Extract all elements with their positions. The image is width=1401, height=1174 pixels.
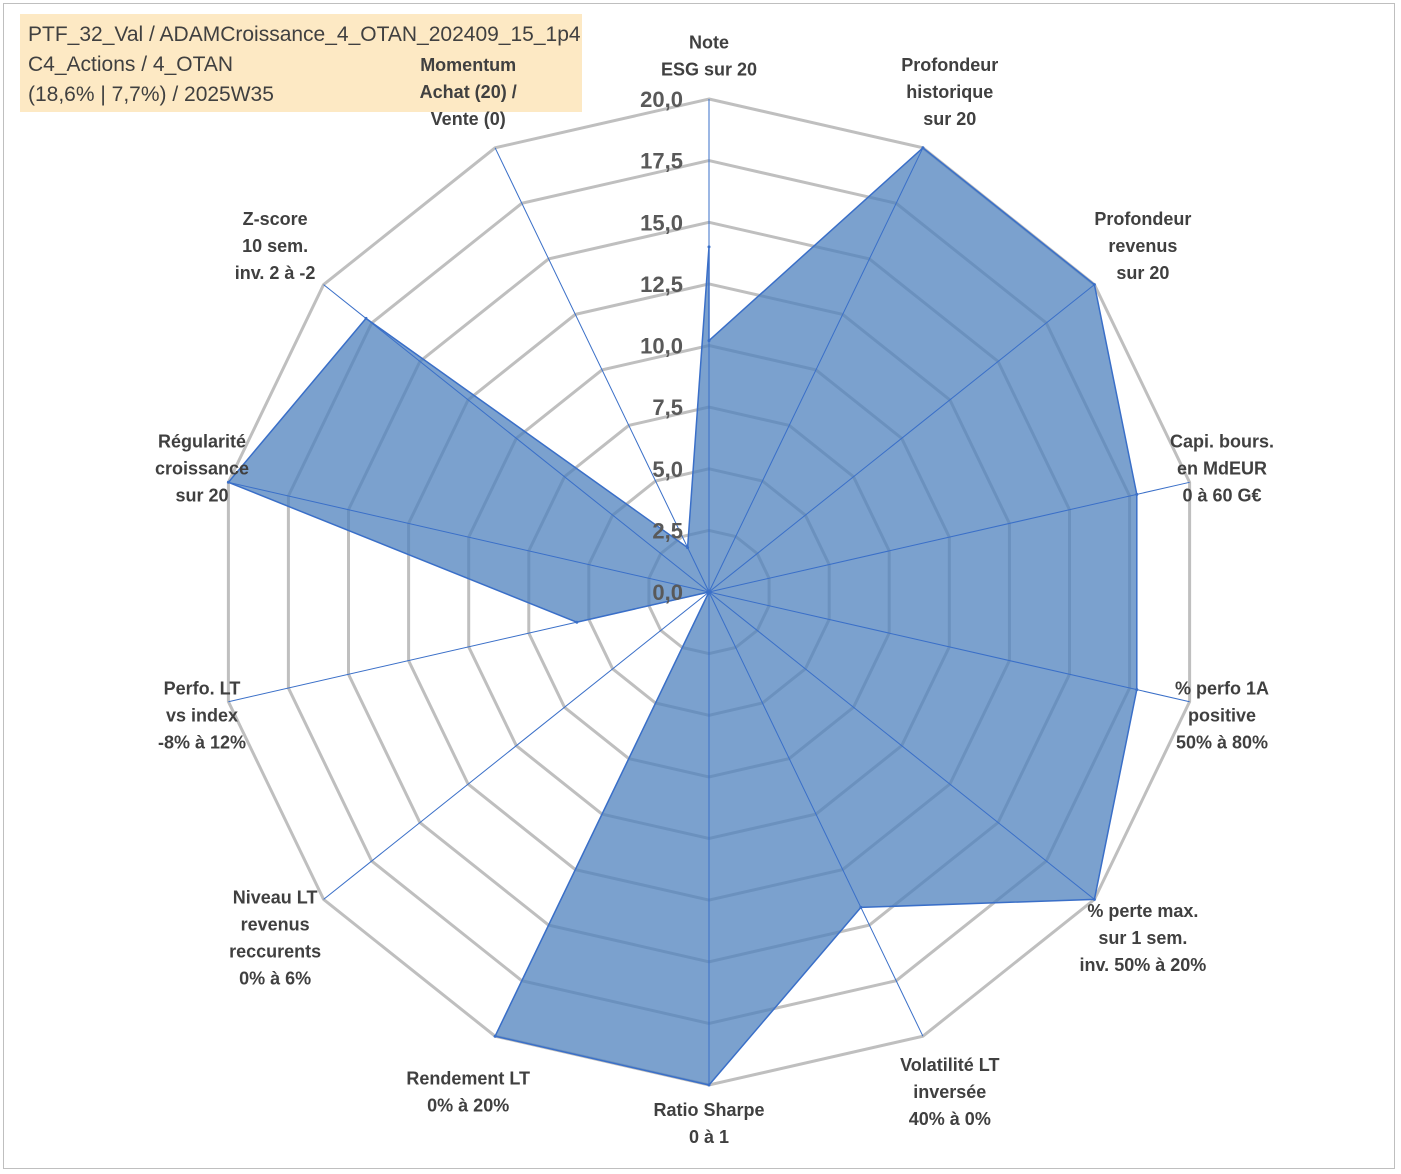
axis-label-6-line-1: inversée	[913, 1082, 986, 1102]
axis-label-4-line-0: % perfo 1A	[1175, 679, 1269, 699]
tick-label-5: 12,5	[640, 272, 683, 297]
series-area-0	[227, 146, 1138, 1086]
axis-label-12-line-1: 10 sem.	[242, 236, 308, 256]
axis-label-3-line-2: 0 à 60 G€	[1182, 486, 1261, 506]
axis-label-4-line-1: positive	[1188, 706, 1256, 726]
axis-label-1-line-2: sur 20	[923, 109, 976, 129]
axis-label-0-line-1: ESG sur 20	[661, 60, 757, 80]
axis-label-10-line-1: vs index	[166, 706, 238, 726]
axis-label-11-line-0: Régularité	[158, 432, 246, 452]
tick-label-7: 17,5	[640, 149, 683, 174]
axis-label-7: Ratio Sharpe 0 à 1	[653, 1100, 764, 1147]
portfolio-info-box: PTF_32_Val / ADAMCroissance_4_OTAN_20240…	[20, 14, 582, 112]
spoke-6	[708, 591, 924, 1037]
axis-label-12-line-0: Z-score	[243, 209, 308, 229]
axis-label-0: Note ESG sur 20	[661, 33, 757, 80]
axis-label-9: Niveau LT revenus reccurents 0% à 6%	[229, 888, 321, 989]
axis-label-12: Z-score 10 sem. inv. 2 à -2	[235, 209, 316, 283]
tick-label-3: 7,5	[652, 395, 683, 420]
portfolio-name: PTF_32_Val / ADAMCroissance_4_OTAN_20240…	[28, 23, 581, 46]
tick-label-0: 0,0	[652, 580, 683, 605]
axis-label-2-line-1: revenus	[1108, 236, 1177, 256]
axis-label-11-line-1: croissance	[155, 459, 249, 479]
axis-label-0-line-0: Note	[689, 33, 729, 53]
axis-label-6-line-2: 40% à 0%	[909, 1109, 991, 1129]
asset-class: C4_Actions / 4_OTAN	[28, 53, 234, 76]
axis-label-3-line-0: Capi. bours.	[1170, 432, 1274, 452]
radar-spokes	[228, 99, 1190, 1085]
spoke-10	[228, 591, 710, 703]
axis-label-13-line-1: Achat (20) /	[420, 82, 517, 102]
axis-label-7-line-1: 0 à 1	[689, 1127, 729, 1147]
axis-label-4-line-2: 50% à 80%	[1176, 733, 1268, 753]
radar-axis-labels: Note ESG sur 20 Profondeur historique sur 20…	[155, 33, 1274, 1148]
axis-label-6: Volatilité LT inversée 40% à 0%	[900, 1055, 999, 1129]
chart-frame	[3, 3, 1395, 1169]
axis-label-10: Perfo. LT vs index -8% à 12%	[158, 679, 246, 753]
performance-week: (18,6% | 7,7%) / 2025W35	[28, 83, 274, 106]
axis-label-9-line-1: revenus	[241, 915, 310, 935]
axis-label-9-line-0: Niveau LT	[233, 888, 318, 908]
axis-label-1-line-0: Profondeur	[901, 55, 998, 75]
tick-label-1: 2,5	[652, 518, 683, 543]
axis-label-11: Régularité croissance sur 20	[155, 432, 249, 506]
axis-label-1: Profondeur historique sur 20	[901, 55, 998, 129]
spoke-5	[708, 591, 1095, 900]
axis-label-8: Rendement LT 0% à 20%	[406, 1069, 530, 1116]
radar-tick-labels: 0,0 2,5 5,0 7,5 10,0 12,5 15,0 17,5 20,0	[640, 87, 683, 605]
axis-label-10-line-0: Perfo. LT	[164, 679, 241, 699]
spoke-13	[494, 147, 710, 593]
axis-label-11-line-2: sur 20	[175, 486, 228, 506]
spoke-8	[494, 591, 710, 1037]
spoke-11	[228, 481, 710, 593]
axis-label-6-line-0: Volatilité LT	[900, 1055, 999, 1075]
axis-label-7-line-0: Ratio Sharpe	[653, 1100, 764, 1120]
axis-label-5-line-1: sur 1 sem.	[1098, 928, 1187, 948]
axis-label-8-line-0: Rendement LT	[406, 1069, 530, 1089]
tick-label-4: 10,0	[640, 334, 683, 359]
spoke-1	[708, 147, 924, 593]
axis-label-8-line-1: 0% à 20%	[427, 1096, 509, 1116]
tick-label-6: 15,0	[640, 210, 683, 235]
spoke-2	[708, 284, 1095, 593]
axis-label-3: Capi. bours. en MdEUR 0 à 60 G€	[1170, 432, 1274, 506]
axis-label-2-line-2: sur 20	[1116, 263, 1169, 283]
axis-label-12-line-2: inv. 2 à -2	[235, 263, 316, 283]
axis-label-3-line-1: en MdEUR	[1177, 459, 1267, 479]
axis-label-13-line-2: Vente (0)	[431, 109, 506, 129]
axis-label-13: Momentum Achat (20) / Vente (0)	[420, 55, 517, 129]
axis-label-2-line-0: Profondeur	[1094, 209, 1191, 229]
tick-label-8: 20,0	[640, 87, 683, 112]
axis-label-4: % perfo 1A positive 50% à 80%	[1175, 679, 1269, 753]
axis-label-5: % perte max. sur 1 sem. inv. 50% à 20%	[1080, 901, 1207, 975]
axis-label-5-line-0: % perte max.	[1087, 901, 1198, 921]
radar-series	[226, 146, 1139, 1087]
axis-label-9-line-3: 0% à 6%	[239, 969, 311, 989]
axis-label-5-line-2: inv. 50% à 20%	[1080, 955, 1207, 975]
axis-label-9-line-2: reccurents	[229, 942, 321, 962]
tick-label-2: 5,0	[652, 457, 683, 482]
spoke-9	[323, 591, 710, 900]
spoke-4	[708, 591, 1190, 703]
axis-label-10-line-2: -8% à 12%	[158, 733, 246, 753]
axis-label-13-line-0: Momentum	[420, 55, 516, 75]
spoke-3	[708, 481, 1190, 593]
axis-label-1-line-1: historique	[906, 82, 993, 102]
axis-label-2: Profondeur revenus sur 20	[1094, 209, 1191, 283]
spoke-12	[323, 284, 710, 593]
